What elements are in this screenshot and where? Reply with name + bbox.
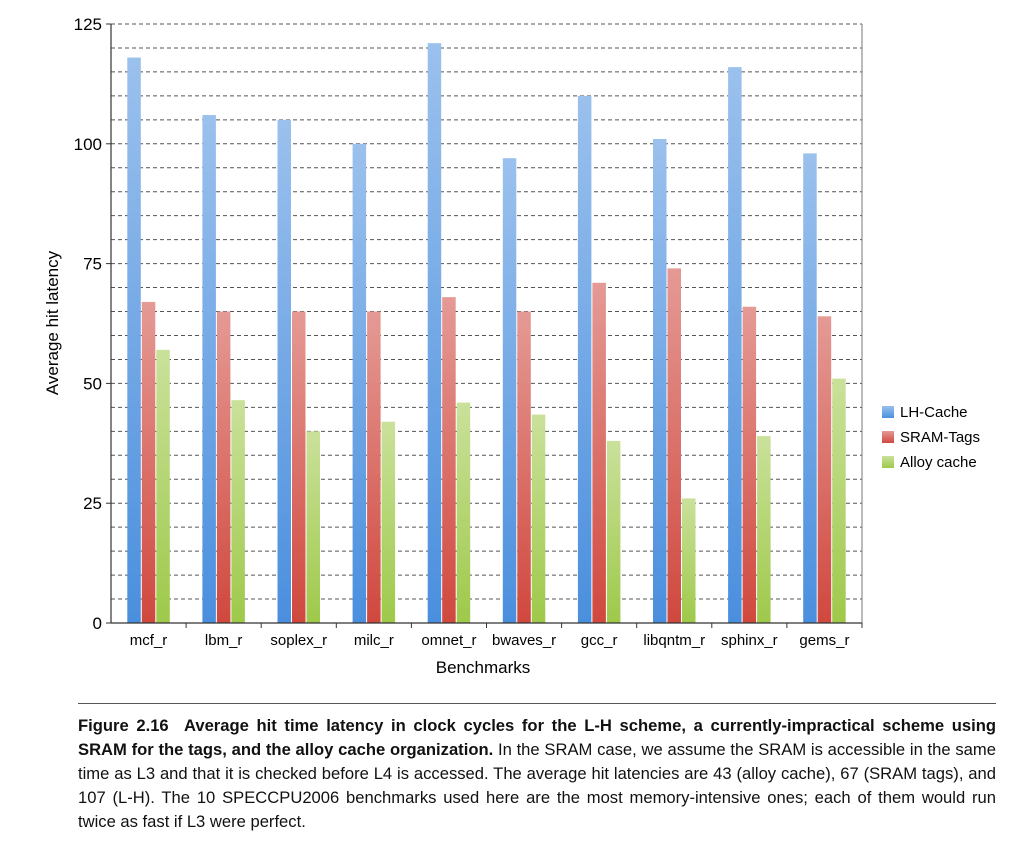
y-tick-label: 0 — [93, 614, 102, 633]
legend-label: LH-Cache — [900, 404, 968, 421]
bar-lh-cache-bwaves-r — [502, 158, 517, 623]
y-axis-title: Average hit latency — [43, 250, 62, 395]
bar-sram-tags-soplex-r — [292, 311, 306, 623]
x-tick-label: gems_r — [799, 632, 849, 649]
bar-alloy-cache-gcc-r — [606, 440, 621, 623]
y-tick-labels: 0 25 50 75 100 125 — [74, 15, 102, 633]
x-tick-label: lbm_r — [205, 632, 243, 649]
figure-caption: Figure 2.16 Average hit time latency in … — [78, 714, 996, 834]
bar-lh-cache-lbm-r — [202, 115, 216, 623]
x-tick-label: bwaves_r — [492, 632, 556, 649]
x-tick-labels: mcf_r lbm_r soplex_r milc_r omnet_r bwaves_r g… — [130, 632, 850, 649]
legend-label: SRAM-Tags — [900, 429, 980, 446]
bar-alloy-cache-omnet-r — [456, 402, 471, 623]
bar-chart: 0 25 50 75 100 125 mcf_r lbm_r soplex_r milc_r om… — [43, 15, 980, 677]
y-tick-label: 50 — [83, 374, 102, 393]
y-tick-label: 100 — [74, 135, 102, 154]
legend: LH-Cache SRAM-Tags Alloy cache — [882, 404, 980, 471]
bar-alloy-cache-mcf-r — [156, 349, 170, 623]
legend-swatch — [882, 456, 894, 468]
bar-lh-cache-omnet-r — [427, 43, 442, 624]
bar-lh-cache-sphinx-r — [728, 67, 742, 624]
bar-lh-cache-libqntm-r — [653, 139, 667, 623]
bar-lh-cache-milc-r — [352, 143, 367, 624]
caption-label: Figure 2.16 — [78, 716, 169, 735]
bar-lh-cache-soplex-r — [277, 119, 291, 623]
x-axis-title: Benchmarks — [436, 658, 530, 677]
x-tick-label: mcf_r — [130, 632, 168, 649]
y-tick-label: 125 — [74, 15, 102, 34]
x-tick-label: libqntm_r — [643, 632, 705, 649]
caption-title: Average hit time latency in clock cycles… — [78, 716, 996, 759]
bar-alloy-cache-soplex-r — [306, 431, 320, 623]
caption-divider — [78, 703, 996, 704]
bar-lh-cache-gems-r — [803, 153, 817, 623]
legend-label: Alloy cache — [900, 454, 977, 471]
x-tick-label: milc_r — [354, 632, 394, 649]
bar-lh-cache-gcc-r — [577, 95, 592, 623]
caption-body: In the SRAM case, we assume the SRAM is … — [78, 740, 996, 831]
bar-alloy-cache-lbm-r — [231, 400, 245, 623]
bar-sram-tags-omnet-r — [442, 297, 456, 623]
bar-alloy-cache-milc-r — [381, 421, 396, 623]
bar-alloy-cache-sphinx-r — [757, 436, 771, 623]
legend-swatch — [882, 406, 894, 418]
bar-sram-tags-libqntm-r — [667, 268, 681, 623]
bar-sram-tags-mcf-r — [141, 301, 156, 623]
bar-alloy-cache-bwaves-r — [531, 414, 546, 623]
y-tick-label: 25 — [83, 494, 102, 513]
bar-sram-tags-sphinx-r — [742, 306, 757, 623]
x-tick-label: sphinx_r — [721, 632, 778, 649]
bar-sram-tags-gems-r — [817, 316, 832, 623]
bars — [127, 43, 846, 624]
bar-sram-tags-gcc-r — [592, 282, 606, 623]
axes — [106, 23, 863, 628]
bar-sram-tags-lbm-r — [216, 311, 231, 623]
x-tick-label: omnet_r — [421, 632, 476, 649]
x-tick-label: soplex_r — [270, 632, 327, 649]
bar-alloy-cache-gems-r — [832, 378, 846, 623]
y-tick-label: 75 — [83, 255, 102, 274]
x-tick-label: gcc_r — [581, 632, 618, 649]
bar-lh-cache-mcf-r — [127, 57, 141, 623]
legend-swatch — [882, 431, 894, 443]
bar-alloy-cache-libqntm-r — [682, 498, 696, 623]
bar-sram-tags-bwaves-r — [517, 311, 531, 623]
bar-sram-tags-milc-r — [367, 311, 381, 623]
